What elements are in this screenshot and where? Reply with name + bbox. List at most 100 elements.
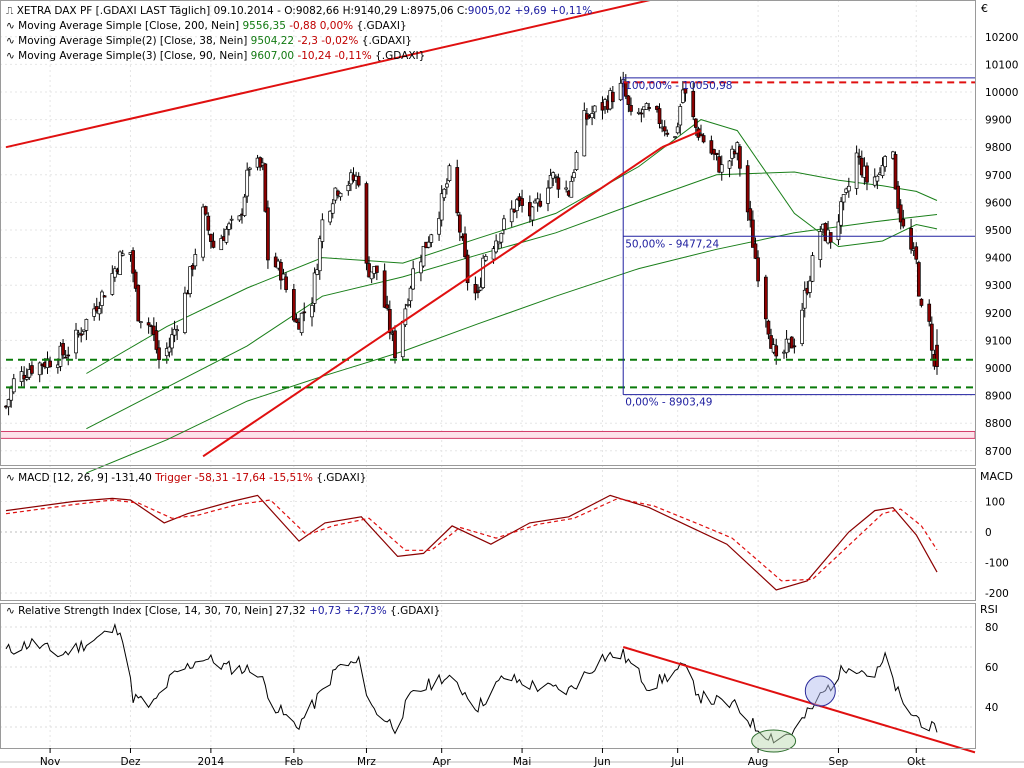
candle-up [346, 184, 351, 192]
date-tick-label: Jun [593, 756, 610, 768]
candle-down [294, 318, 299, 323]
rsi-legend: ∿ Relative Strength Index [Close, 14, 30… [6, 605, 440, 617]
candle-down [209, 233, 213, 242]
candle-down [683, 88, 688, 94]
rsi-pane-frame [0, 603, 976, 749]
rsi-title: ∿ Relative Strength Index [Close, 14, 30… [6, 605, 440, 617]
date-tick-label: Nov [40, 756, 61, 768]
candle-up [447, 165, 452, 181]
candle-up [478, 286, 483, 291]
candle-down [914, 246, 919, 260]
candle-up [406, 304, 410, 306]
candle-up [590, 113, 594, 119]
moving-averages [86, 119, 938, 474]
price-tick-label: 10000 [985, 87, 1018, 99]
candle-up [509, 208, 514, 223]
candle-up [120, 253, 125, 256]
candle-down [63, 356, 68, 359]
date-tick-label: Jul [670, 756, 684, 768]
candle-up [582, 110, 587, 157]
candle-down [79, 333, 84, 336]
macd-tick-label: -200 [985, 588, 1009, 600]
candle-up [183, 292, 187, 333]
candle-up [841, 194, 846, 203]
candle-up [592, 105, 597, 113]
candle-up [784, 338, 789, 354]
price-tick-label: 9300 [985, 280, 1012, 292]
candle-down [662, 126, 667, 132]
price-tick-label: 10200 [985, 32, 1018, 44]
candle-up [618, 82, 623, 101]
candle-down [929, 323, 934, 351]
candle-up [836, 221, 841, 241]
fib-level-label: 50,00% - 9477,24 [625, 238, 719, 250]
candle-down [133, 271, 138, 289]
candle-up [644, 103, 649, 110]
candle-down [693, 118, 698, 128]
ma90-label: Moving Average Simple(3) [Close, 90, Nei… [18, 50, 247, 62]
candle-down [538, 200, 543, 207]
candle-up [172, 328, 177, 336]
candle-up [229, 218, 234, 221]
candle-down [211, 240, 216, 248]
candle-down [792, 345, 797, 348]
price-candles [4, 71, 939, 416]
candle-down [374, 265, 379, 273]
ma200-legend: ∿ Moving Average Simple [Close, 200, Nei… [6, 20, 407, 32]
candle-down [356, 175, 361, 186]
candle-down [763, 276, 768, 320]
candle-up [673, 136, 677, 138]
candle-up [883, 156, 887, 168]
candle-down [893, 154, 898, 190]
macd-title: ∿ MACD [12, 26, 9] -131,40 Trigger -58,3… [6, 472, 366, 484]
candle-down [22, 374, 27, 380]
candle-down [61, 343, 65, 356]
candle-up [496, 241, 501, 245]
candle-down [556, 177, 561, 190]
rsi-line [5, 622, 938, 744]
candle-up [421, 245, 426, 267]
candle-up [553, 175, 558, 178]
ma200-change: -0,88 0,00% [289, 20, 353, 32]
candle-down [382, 270, 387, 308]
candle-up [58, 345, 63, 367]
candle-down [154, 330, 159, 350]
candle-down [655, 105, 659, 110]
candle-down [927, 303, 932, 322]
ma38-change: -2,3 -0,02% [297, 35, 358, 47]
ma200-suffix: {.GDAXI} [356, 20, 406, 32]
macd-axis-title: MACD [980, 470, 1013, 483]
candle-down [857, 155, 862, 158]
fib-level-label: 0,00% - 8903,49 [625, 397, 712, 409]
candle-up [426, 241, 431, 248]
date-tick-label: Dez [120, 756, 141, 768]
candle-up [569, 181, 574, 198]
ma90-suffix: {.GDAXI} [375, 50, 425, 62]
candle-down [691, 90, 696, 118]
candle-up [546, 187, 550, 204]
candle-up [315, 269, 320, 275]
candle-down [364, 183, 369, 264]
candle-up [499, 232, 504, 243]
macd-lines [5, 494, 938, 591]
candle-up [403, 308, 408, 326]
candle-up [846, 185, 851, 192]
date-tick-label: Apr [433, 756, 452, 768]
candle-up [535, 198, 540, 204]
candle-down [828, 232, 833, 243]
candle-down [258, 157, 262, 168]
grid-lines [0, 0, 975, 748]
candle-up [330, 203, 335, 214]
candle-down [865, 165, 869, 183]
macd-trigger: Trigger -58,31 -17,64 -15,51% [154, 472, 313, 484]
candle-up [113, 268, 117, 278]
line-icon: ∿ [6, 35, 18, 47]
candle-up [175, 329, 180, 332]
candle-down [279, 262, 283, 281]
price-legend: ⎍ XETRA DAX PF [.GDAXI LAST Täglich] 09.… [6, 5, 592, 62]
candle-up [675, 126, 680, 134]
candle-up [224, 228, 229, 243]
price-tick-label: 9700 [985, 170, 1012, 182]
candle-down [465, 254, 470, 284]
